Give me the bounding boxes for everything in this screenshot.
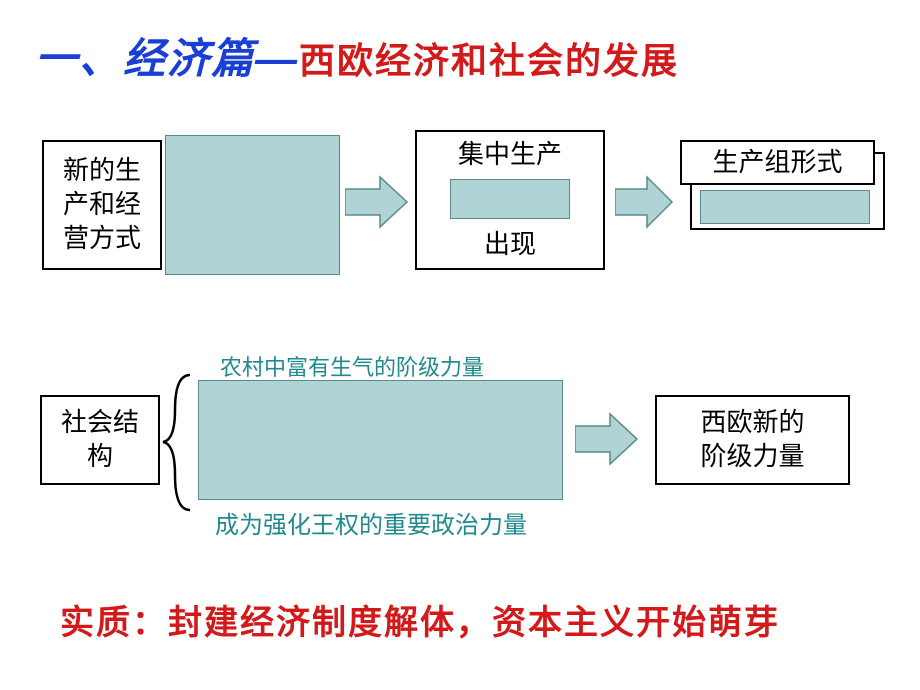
teal-rect-center [198, 380, 563, 500]
box3-top-text: 集中生产 [458, 138, 562, 172]
box-new-class-text: 西欧新的 阶级力量 [700, 406, 804, 474]
conclusion-text: 实质：封建经济制度解体，资本主义开始萌芽 [60, 595, 780, 644]
teal-rect-3 [700, 190, 870, 224]
box-social-structure: 社会结 构 [40, 395, 160, 485]
teal-rect-2 [450, 179, 570, 219]
box-new-production-text: 新的生 产和经 营方式 [63, 154, 141, 255]
box-new-production: 新的生 产和经 营方式 [42, 140, 162, 270]
box-production-form: 生产组形式 [680, 140, 875, 185]
arrow-right-1 [345, 175, 410, 230]
bracket-icon [160, 370, 195, 515]
box-new-class-power: 西欧新的 阶级力量 [655, 395, 850, 485]
caption-rural-class: 农村中富有生气的阶级力量 [220, 350, 484, 382]
box-concentrated-production: 集中生产 出现 [415, 130, 605, 270]
arrow-right-3 [575, 412, 640, 467]
box3-bottom-text: 出现 [484, 228, 536, 262]
caption-royal-power: 成为强化王权的重要政治力量 [215, 505, 527, 540]
teal-rect-1 [165, 135, 340, 275]
box-social-text: 社会结 构 [61, 406, 139, 474]
arrow-right-2 [615, 175, 675, 230]
page-title: 一、经济篇—西欧经济和社会的发展 [35, 25, 679, 86]
title-red: 西欧经济和社会的发展 [299, 40, 679, 81]
title-blue: 一、经济篇— [35, 35, 299, 82]
box4-text: 生产组形式 [712, 146, 842, 180]
